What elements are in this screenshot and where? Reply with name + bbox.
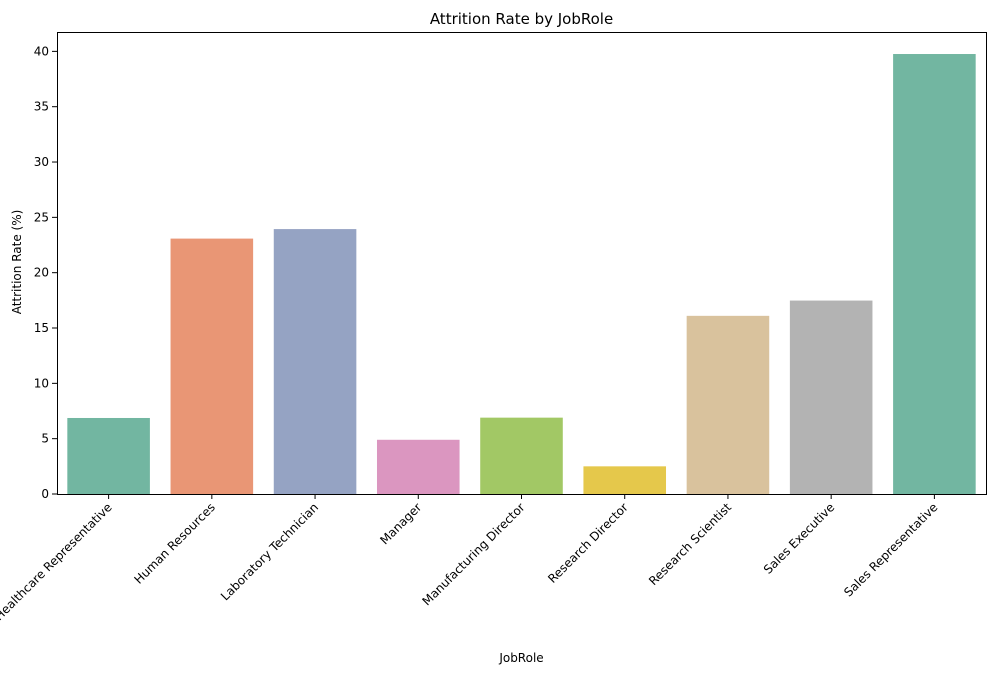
bar xyxy=(583,466,667,494)
y-tick-label: 5 xyxy=(41,432,49,446)
bar xyxy=(789,300,873,494)
bar xyxy=(170,238,254,494)
y-axis-ticks: 0 5 10 15 20 25 30 35 40 xyxy=(34,44,57,501)
x-tick-label: Research Director xyxy=(545,500,631,586)
y-tick-label: 35 xyxy=(34,100,49,114)
bar xyxy=(67,417,150,494)
x-tick-label: Healthcare Representative xyxy=(0,500,115,623)
y-tick-label: 40 xyxy=(34,44,49,58)
x-axis-ticks: Healthcare Representative Human Resources… xyxy=(0,494,941,623)
bar xyxy=(376,439,460,494)
y-tick-label: 30 xyxy=(34,155,49,169)
x-axis-label: JobRole xyxy=(498,651,543,665)
bar xyxy=(686,315,770,494)
bar xyxy=(893,54,976,494)
x-tick-label: Manufacturing Director xyxy=(419,500,527,608)
plot-frame xyxy=(57,32,987,495)
x-tick-label: Sales Representative xyxy=(841,500,940,599)
y-tick-label: 10 xyxy=(34,376,49,390)
y-tick-label: 25 xyxy=(34,210,49,224)
y-axis-label: Attrition Rate (%) xyxy=(10,210,24,315)
x-tick-label: Manager xyxy=(377,500,424,547)
x-tick-label: Sales Executive xyxy=(761,500,838,577)
x-tick-label: Research Scientist xyxy=(646,500,734,588)
x-tick-label: Human Resources xyxy=(131,500,218,587)
y-tick-label: 0 xyxy=(41,487,49,501)
bar xyxy=(273,229,357,494)
y-tick-label: 20 xyxy=(34,266,49,280)
bar xyxy=(480,417,563,494)
bars-group xyxy=(67,54,976,494)
chart-title: Attrition Rate by JobRole xyxy=(430,10,613,28)
x-tick-label: Laboratory Technician xyxy=(218,500,321,603)
y-tick-label: 15 xyxy=(34,321,49,335)
